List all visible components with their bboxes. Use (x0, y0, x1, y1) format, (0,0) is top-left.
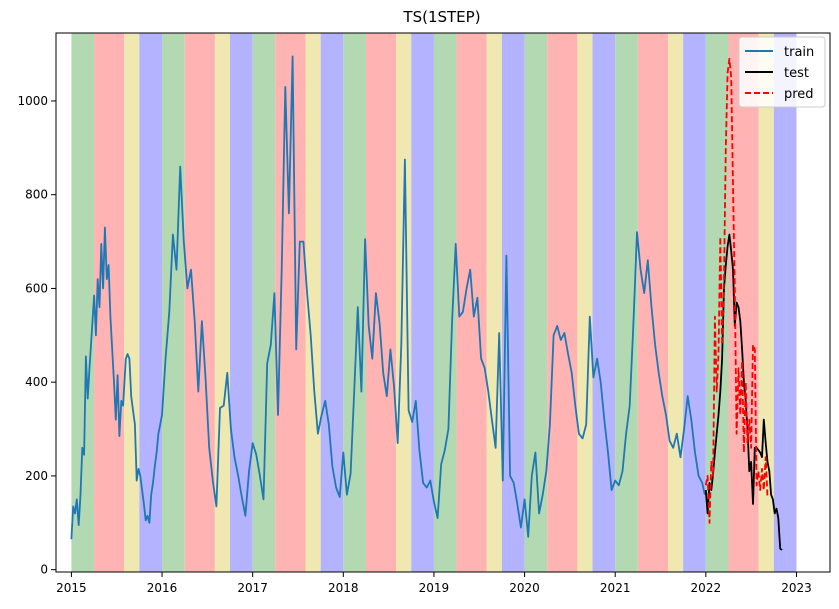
x-tick-label: 2018 (328, 581, 359, 595)
season-band-2015-2 (124, 33, 140, 572)
season-band-2020-0 (524, 33, 548, 572)
plot-frame (55, 32, 831, 573)
season-bands (71, 33, 797, 572)
season-band-2020-1 (547, 33, 578, 572)
season-band-2016-3 (230, 33, 253, 572)
series-line-test (704, 233, 783, 551)
legend-test-label: test (784, 66, 809, 81)
season-band-2018-0 (343, 33, 366, 572)
legend-pred-label: pred (784, 87, 814, 102)
season-band-2022-3 (773, 33, 797, 572)
series-line-pred (704, 57, 769, 524)
season-band-2017-0 (252, 33, 276, 572)
season-band-2016-1 (184, 33, 215, 572)
season-band-2019-1 (456, 33, 487, 572)
y-tick-label: 400 (25, 375, 48, 389)
x-tick-label: 2016 (147, 581, 178, 595)
season-band-2015-3 (139, 33, 163, 572)
y-tick-label: 800 (25, 188, 48, 202)
legend-box (738, 36, 826, 108)
x-tick-label: 2020 (509, 581, 540, 595)
x-tick-label: 2015 (56, 581, 87, 595)
season-band-2021-2 (668, 33, 684, 572)
season-band-2021-0 (615, 33, 638, 572)
x-tick-label: 2022 (691, 581, 722, 595)
y-tick-label: 1000 (17, 94, 48, 108)
season-band-2015-0 (71, 33, 95, 572)
legend-train-label: train (784, 45, 814, 60)
season-band-2020-2 (577, 33, 593, 572)
season-band-2019-2 (486, 33, 502, 572)
season-band-2017-3 (320, 33, 344, 572)
season-band-2021-3 (683, 33, 706, 572)
series-lines (70, 55, 783, 551)
x-tick-label: 2017 (237, 581, 268, 595)
season-band-2018-3 (411, 33, 434, 572)
x-tick-label: 2023 (781, 581, 812, 595)
season-band-2018-2 (396, 33, 412, 572)
legend: train test pred (738, 36, 826, 108)
chart-title: TS(1STEP) (402, 8, 480, 26)
season-band-2021-1 (637, 33, 669, 572)
season-band-2022-0 (705, 33, 729, 572)
y-tick-label: 0 (40, 563, 48, 577)
y-tick-label: 600 (25, 281, 48, 295)
x-tick-label: 2019 (419, 581, 450, 595)
axes: 2015 2016 2017 2018 2019 2020 2021 2022 2023 0 200… (17, 94, 811, 595)
x-tick-label: 2021 (600, 581, 631, 595)
y-tick-label: 200 (25, 469, 48, 483)
series-line-train (70, 55, 706, 540)
season-band-2019-0 (433, 33, 457, 572)
season-band-2018-1 (365, 33, 397, 572)
season-band-2019-3 (501, 33, 525, 572)
season-band-2016-0 (162, 33, 185, 572)
season-band-2020-3 (592, 33, 616, 572)
season-band-2017-2 (305, 33, 321, 572)
